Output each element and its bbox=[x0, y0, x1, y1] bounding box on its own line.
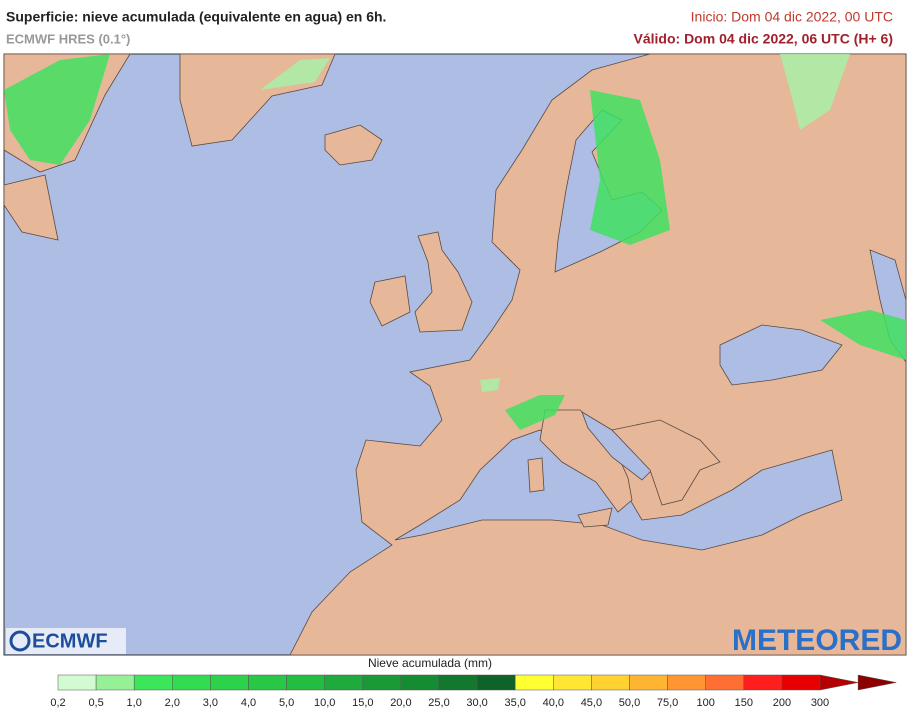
legend-swatch bbox=[591, 674, 630, 691]
legend-label: 25,0 bbox=[428, 697, 449, 709]
snow bbox=[780, 54, 850, 130]
sardinia bbox=[527, 457, 545, 493]
legend-label: 5,0 bbox=[279, 697, 294, 709]
legend-arrow bbox=[819, 674, 859, 691]
meteored-logo: METEORED bbox=[732, 624, 902, 657]
legend-label: 30,0 bbox=[466, 697, 487, 709]
logo-icon bbox=[9, 630, 31, 652]
legend-swatch bbox=[400, 674, 440, 691]
snow bbox=[260, 58, 330, 90]
legend-label: 200 bbox=[773, 697, 791, 709]
legend-swatch bbox=[57, 674, 97, 691]
legend-swatch bbox=[438, 674, 478, 691]
logo-box bbox=[6, 628, 126, 654]
legend-swatch bbox=[629, 674, 668, 691]
snow bbox=[505, 395, 565, 430]
legend-swatch bbox=[781, 674, 821, 691]
legend-swatch bbox=[324, 674, 364, 691]
legend-label: 45,0 bbox=[581, 697, 602, 709]
legend-label: 40,0 bbox=[543, 697, 564, 709]
legend-swatch bbox=[362, 674, 402, 691]
valid-time: Válido: Dom 04 dic 2022, 06 UTC (H+ 6) bbox=[634, 31, 893, 47]
legend-label: 0,2 bbox=[50, 697, 65, 709]
legend-label: 0,5 bbox=[88, 697, 103, 709]
legend-label: 20,0 bbox=[390, 697, 411, 709]
legend-label: 15,0 bbox=[352, 697, 373, 709]
model: ECMWF HRES (0.1°) bbox=[6, 31, 130, 46]
legend-label: 50,0 bbox=[619, 697, 640, 709]
legend-swatch bbox=[476, 674, 516, 691]
iceland bbox=[324, 124, 383, 166]
legend-title: Nieve acumulada (mm) bbox=[368, 656, 492, 670]
land bbox=[3, 174, 59, 241]
legend-swatch bbox=[705, 674, 745, 691]
title: Superficie: nieve acumulada (equivalente… bbox=[6, 9, 386, 25]
init-time: Inicio: Dom 04 dic 2022, 00 UTC bbox=[691, 9, 893, 25]
snow bbox=[590, 90, 670, 245]
sicily bbox=[577, 507, 613, 528]
legend-swatch bbox=[667, 674, 706, 691]
legend-swatch bbox=[172, 674, 211, 691]
legend-label: 2,0 bbox=[165, 697, 180, 709]
legend-swatch bbox=[133, 674, 173, 691]
legend-label: 35,0 bbox=[504, 697, 525, 709]
legend-label: 10,0 bbox=[314, 697, 335, 709]
ecmwf-logo: ECMWF bbox=[32, 630, 108, 652]
snow bbox=[480, 378, 500, 392]
legend-swatch bbox=[553, 674, 592, 691]
legend-label: 3,0 bbox=[203, 697, 218, 709]
balkans bbox=[611, 419, 721, 506]
legend-label: 1,0 bbox=[127, 697, 142, 709]
legend-swatch bbox=[743, 674, 783, 691]
legend-swatch bbox=[286, 674, 325, 691]
legend-label: 75,0 bbox=[657, 697, 678, 709]
map: ECMWF METEORED bbox=[3, 53, 907, 657]
britain bbox=[414, 231, 473, 333]
legend-label: 4,0 bbox=[241, 697, 256, 709]
black-sea bbox=[719, 324, 843, 386]
legend-label: 300 bbox=[811, 697, 829, 709]
legend-swatch bbox=[514, 674, 554, 691]
legend: 0,2 0,5 1,0 2,0 3,0 4,0 5,0 10,0 15,0 20,0 25,0 30,… bbox=[50, 674, 897, 709]
legend-swatch bbox=[248, 674, 287, 691]
snow bbox=[4, 54, 110, 165]
legend-swatch bbox=[210, 674, 249, 691]
legend-swatch bbox=[95, 674, 135, 691]
legend-label: 100 bbox=[697, 697, 715, 709]
legend-label: 150 bbox=[735, 697, 753, 709]
ireland bbox=[369, 275, 411, 327]
legend-arrow bbox=[857, 674, 897, 691]
snow bbox=[820, 310, 906, 360]
